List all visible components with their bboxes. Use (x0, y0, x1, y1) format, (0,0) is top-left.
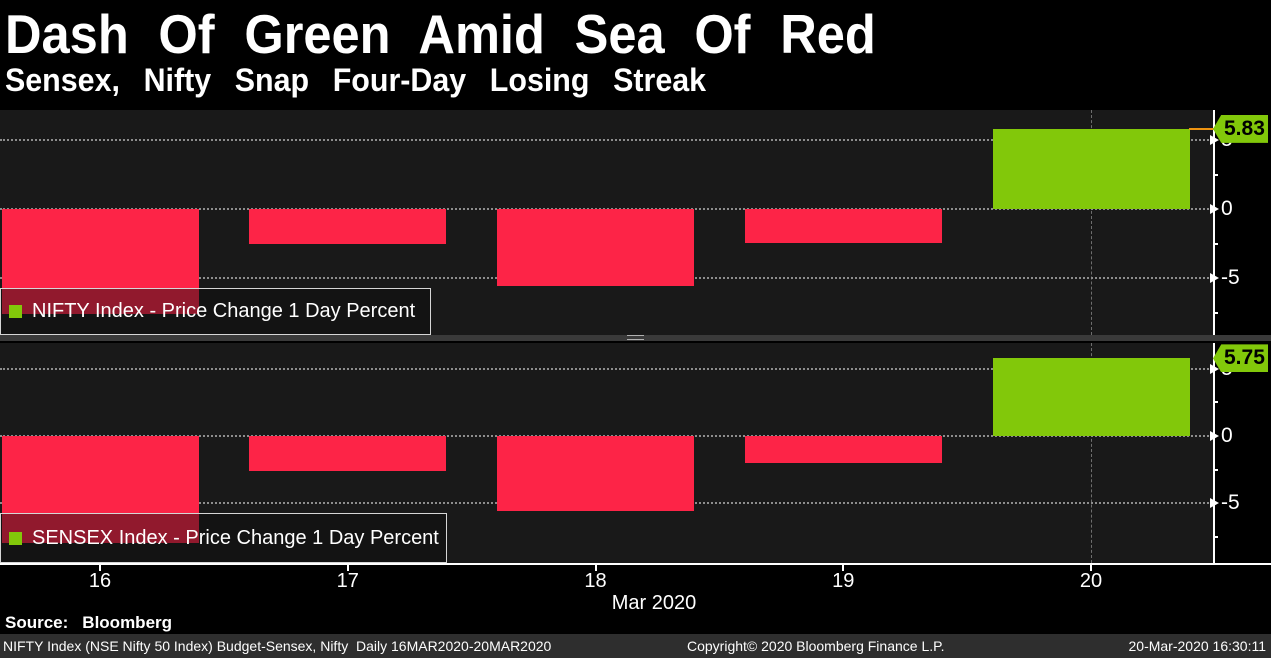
nifty-legend[interactable]: NIFTY Index - Price Change 1 Day Percent (0, 288, 431, 335)
bar-sensex-19[interactable] (744, 435, 942, 464)
x-tick (1090, 565, 1092, 571)
y-axis-arrow-icon (1210, 273, 1219, 284)
y-minor-tick (1213, 173, 1218, 176)
current-period-gridline (1090, 110, 1092, 335)
x-tick (594, 565, 597, 571)
footer-timestamp: 20-Mar-2020 16:30:11 (1128, 638, 1267, 654)
y-tick-label: 0 (1221, 197, 1233, 221)
y-minor-tick (1213, 401, 1218, 404)
y-axis-arrow-icon (1210, 204, 1219, 215)
y-axis-arrow-icon (1210, 430, 1219, 441)
y-axis-line (1213, 110, 1215, 335)
footer-security-info: NIFTY Index (NSE Nifty 50 Index) Budget-… (3, 638, 552, 654)
y-axis-arrow-icon (1210, 363, 1219, 374)
x-tick (346, 565, 349, 571)
footer-bar: NIFTY Index (NSE Nifty 50 Index) Budget-… (0, 634, 1271, 658)
x-axis-month-label: Mar 2020 (611, 592, 697, 614)
last-price-marker-line (1189, 127, 1216, 130)
y-minor-tick (1213, 536, 1218, 539)
bar-sensex-20[interactable] (992, 358, 1190, 436)
y-axis-arrow-icon (1210, 498, 1219, 509)
y-axis-arrow-icon (1210, 135, 1219, 146)
x-tick-label: 17 (336, 570, 359, 592)
last-value-tag: 5.83 (1213, 114, 1268, 143)
y-minor-tick (1213, 311, 1218, 314)
footer-copyright: Copyright© 2020 Bloomberg Finance L.P. (687, 638, 945, 654)
last-value-tag: 5.75 (1213, 344, 1268, 373)
y-minor-tick (1213, 468, 1218, 471)
bar-nifty-20[interactable] (992, 128, 1190, 210)
y-tick-label: 0 (1221, 423, 1233, 447)
y-gridline (0, 367, 1213, 370)
source-label: Source: (5, 613, 69, 632)
x-tick-label: 20 (1079, 570, 1103, 592)
legend-swatch-icon (9, 305, 22, 318)
source-value: Bloomberg (82, 613, 173, 632)
y-tick-label: -5 (1221, 491, 1240, 515)
chart-title: Dash Of Green Amid Sea Of Red (5, 3, 876, 65)
current-period-gridline (1090, 343, 1092, 563)
bar-nifty-18[interactable] (497, 209, 694, 287)
sensex-chart-panel: SENSEX Index - Price Change 1 Day Percen… (0, 343, 1271, 565)
bar-sensex-18[interactable] (497, 435, 694, 512)
panel-divider[interactable] (0, 335, 1271, 341)
x-tick-label: 16 (88, 570, 112, 592)
bar-nifty-19[interactable] (744, 209, 942, 243)
bar-sensex-16[interactable] (1, 435, 199, 544)
y-axis-line (1213, 343, 1215, 563)
panel-resize-handle-icon[interactable] (627, 335, 644, 340)
x-tick-label: 18 (584, 570, 607, 592)
legend-label: SENSEX Index - Price Change 1 Day Percen… (32, 526, 439, 549)
chart-subtitle: Sensex, Nifty Snap Four-Day Losing Strea… (5, 62, 707, 98)
bar-nifty-16[interactable] (1, 209, 199, 315)
legend-label: NIFTY Index - Price Change 1 Day Percent (32, 300, 416, 322)
x-tick (842, 565, 845, 571)
x-tick (99, 565, 101, 571)
y-gridline (0, 139, 1213, 142)
legend-swatch-icon (9, 531, 22, 545)
x-axis: Mar 2020 16 17 18 19 20 (0, 565, 1271, 615)
x-tick-label: 19 (832, 570, 855, 592)
sensex-legend[interactable]: SENSEX Index - Price Change 1 Day Percen… (0, 513, 447, 563)
y-minor-tick (1213, 242, 1218, 245)
source-row: Source: Bloomberg (5, 613, 172, 633)
bar-sensex-17[interactable] (249, 435, 447, 471)
y-tick-label: -5 (1221, 266, 1240, 290)
bar-nifty-17[interactable] (249, 209, 447, 244)
nifty-chart-panel: NIFTY Index - Price Change 1 Day Percent… (0, 110, 1271, 335)
